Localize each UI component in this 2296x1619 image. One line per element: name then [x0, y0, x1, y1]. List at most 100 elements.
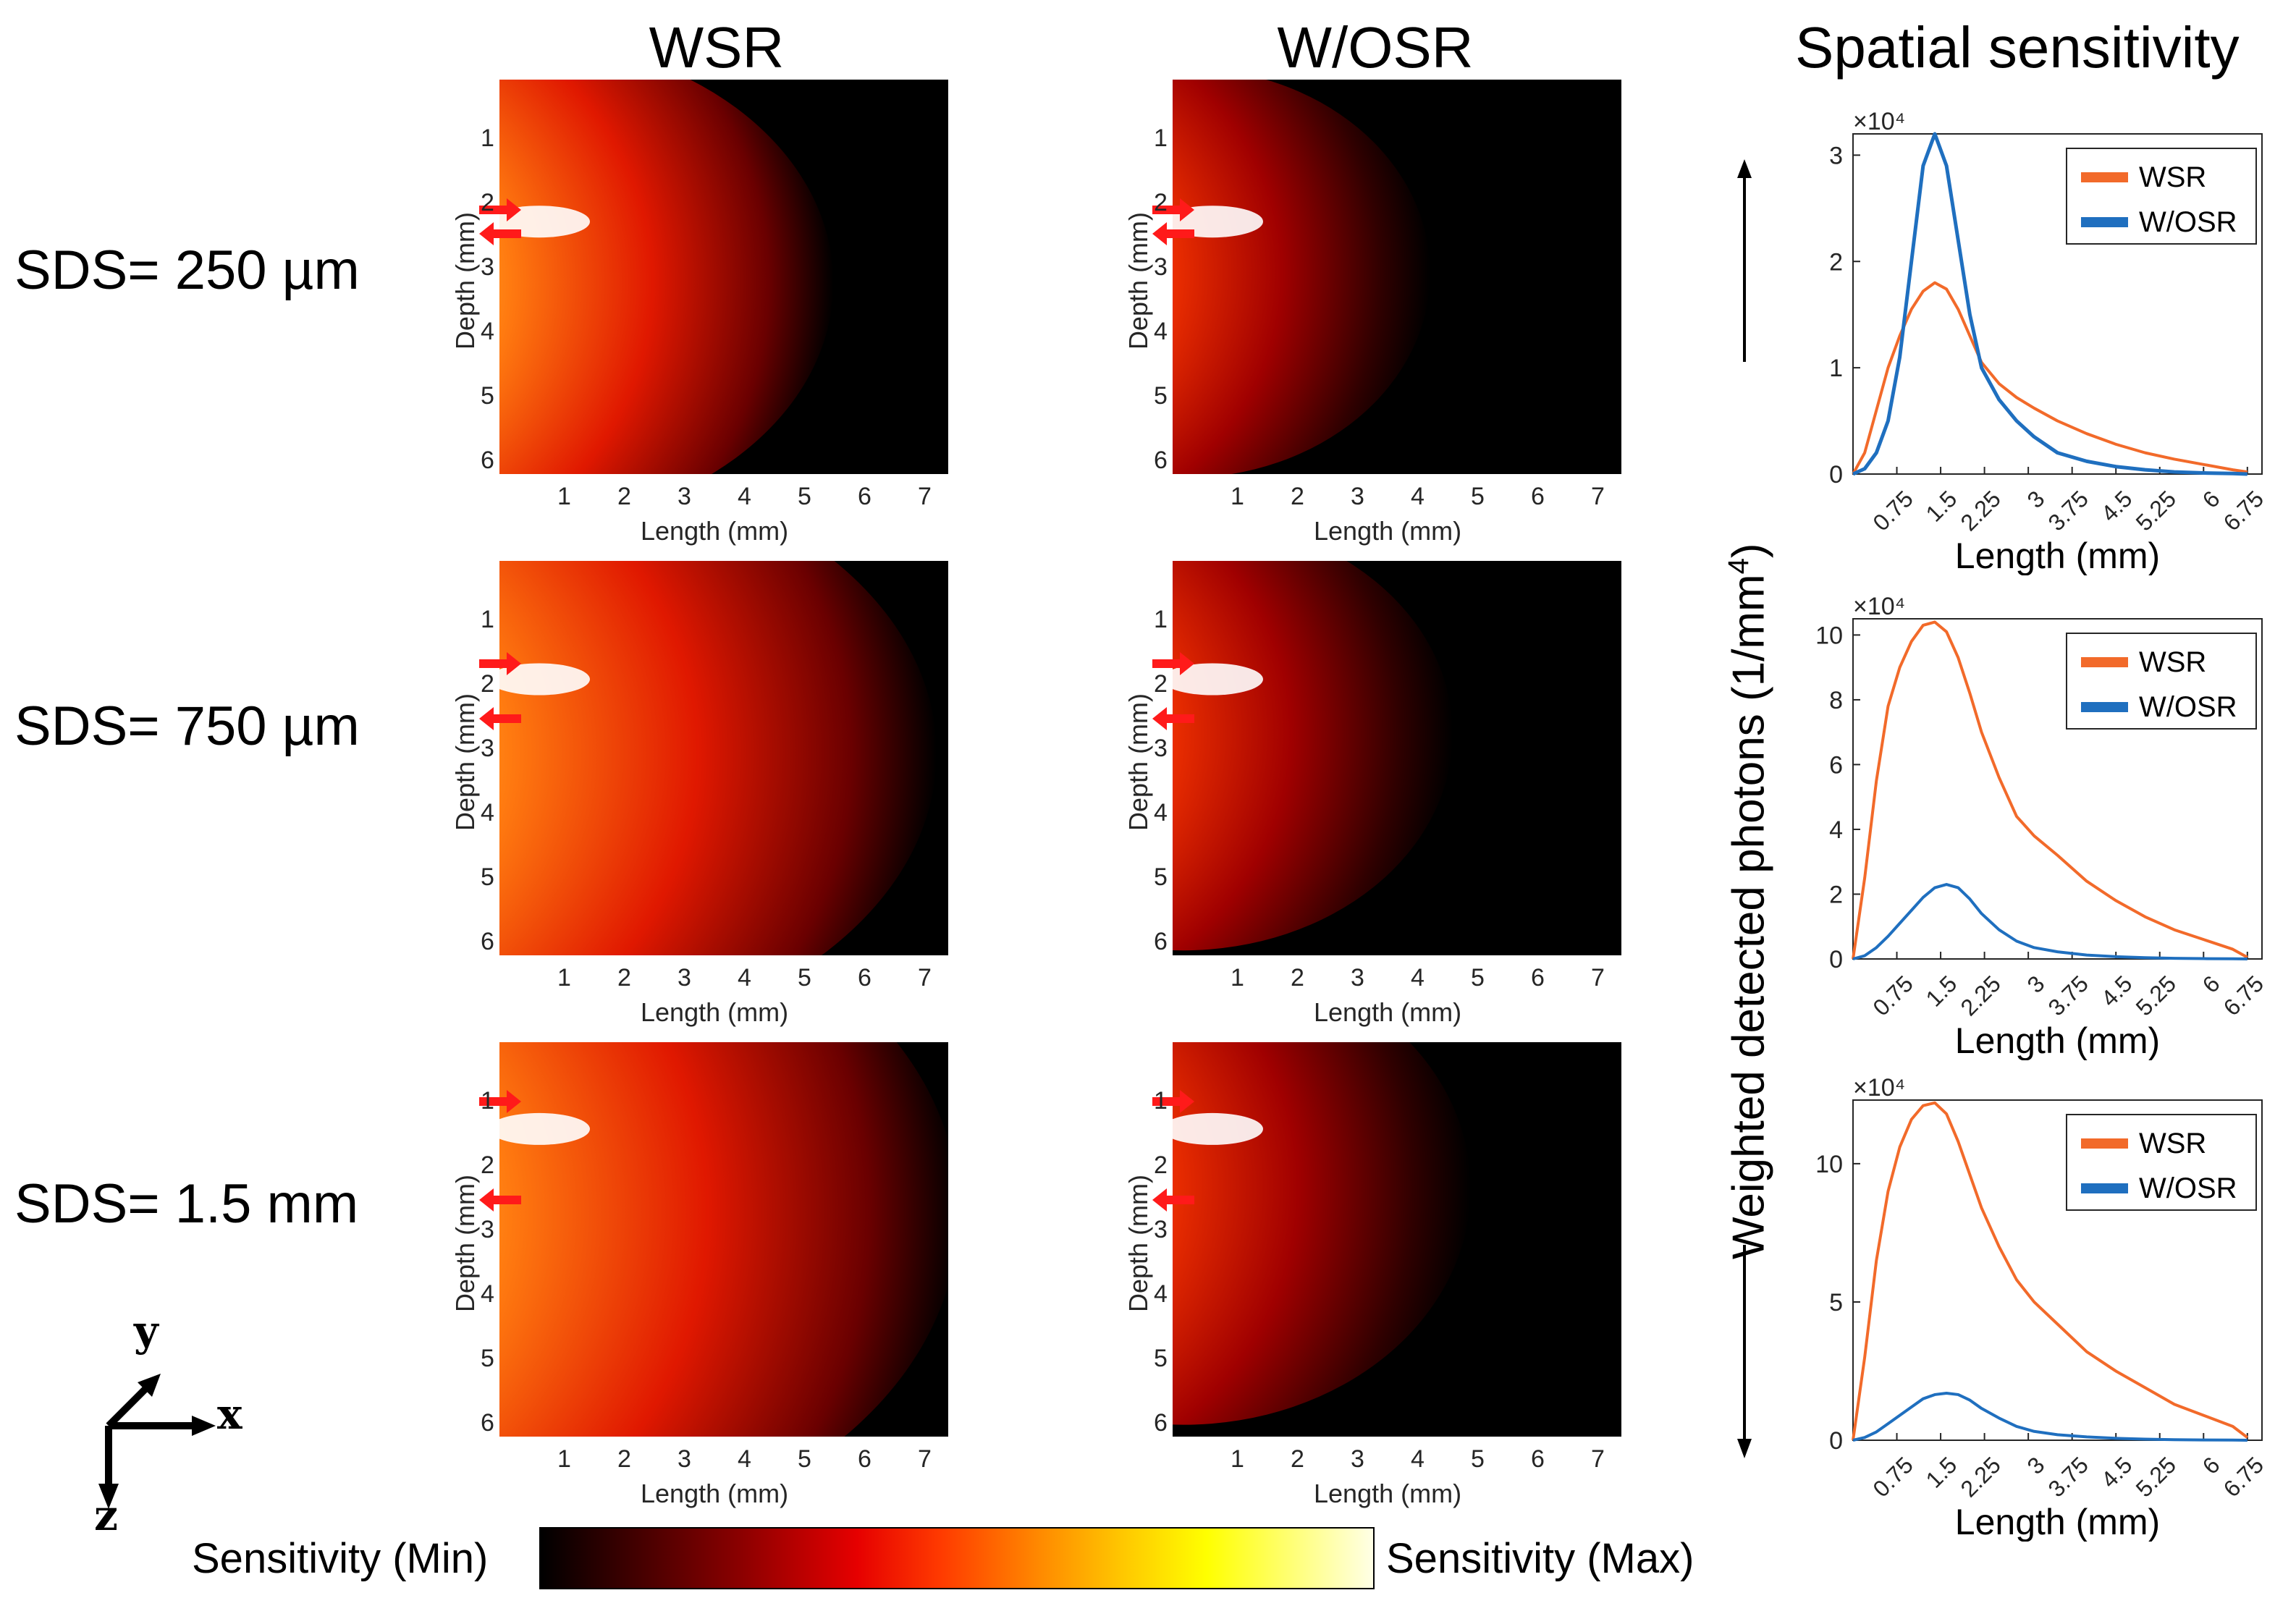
detector-arrow-marker	[1152, 707, 1194, 730]
x-tick-label: 2.25	[1955, 1452, 2005, 1502]
heatmap-y-tick: 4	[481, 318, 494, 345]
heatmap-x-tick: 1	[1231, 1445, 1244, 1473]
heatmap-y-tick: 3	[481, 1216, 494, 1243]
detector-arrow-marker	[1152, 221, 1194, 245]
heatmap-x-label: Length (mm)	[1314, 1479, 1462, 1508]
heatmap-y-tick: 6	[1154, 928, 1168, 955]
wosr-series-line	[1852, 132, 2248, 476]
y-tick-label: 4	[1829, 816, 1843, 844]
y-tick-label: 2	[1829, 248, 1843, 276]
detector-arrow-marker	[479, 707, 521, 730]
detector-arrow	[479, 707, 521, 730]
heatmap-y-tick: 6	[481, 928, 494, 955]
source-arrow-marker	[1152, 1089, 1194, 1113]
heatmap-y-tick: 6	[1154, 1409, 1168, 1437]
wsr-heatmap-panel-3: 1 2 3 4 5 6 7 1 2 3 4 5 6 Length (mm) Depth (mm)	[450, 1042, 1006, 1531]
heatmap-image	[499, 1042, 948, 1437]
heatmap-y-tick: 5	[481, 863, 494, 891]
plume-core	[499, 1112, 590, 1145]
x-tick-label: 1.5	[1921, 1452, 1962, 1493]
legend-label: WSR	[2139, 161, 2206, 193]
heatmap-x-tick: 2	[1291, 1445, 1304, 1473]
heatmap-y-label: Depth (mm)	[1123, 693, 1153, 831]
wsr-heatmap-panel-1: 1 2 3 4 5 6 7 1 2 3 4 5 6 Length (mm) Depth (mm)	[450, 80, 1006, 568]
x-axis-label: Length (mm)	[1955, 1020, 2160, 1060]
sensitivity-plume	[1173, 1042, 1471, 1425]
axes-indicator	[98, 1374, 216, 1509]
x-axis-label: Length (mm)	[1955, 536, 2160, 575]
detector-arrow-marker	[479, 221, 521, 245]
heatmap-y-tick: 2	[481, 1151, 494, 1179]
heatmap-y-tick: 1	[1154, 124, 1168, 152]
plume-core	[499, 663, 590, 696]
heatmap-image	[499, 80, 948, 474]
sensitivity-plume	[1173, 80, 1430, 474]
y-tick-label: 10	[1815, 1151, 1843, 1178]
heatmap-x-tick: 2	[1291, 964, 1304, 992]
heatmap-x-tick: 4	[1411, 483, 1425, 510]
heatmap-y-label: Depth (mm)	[450, 693, 480, 831]
heatmap-y-tick: 4	[1154, 799, 1168, 827]
heatmap-image	[1173, 561, 1621, 955]
heatmap-x-tick: 7	[1591, 1445, 1605, 1473]
heatmap-x-tick: 5	[798, 483, 811, 510]
heatmap-y-tick: 4	[1154, 318, 1168, 345]
heatmap-x-tick: 4	[738, 483, 751, 510]
heatmap-x-tick: 6	[1531, 964, 1545, 992]
x-tick-label: 6.75	[2219, 1452, 2268, 1502]
x-tick-label: 0.75	[1867, 1452, 1917, 1502]
heatmap-x-label: Length (mm)	[1314, 997, 1462, 1027]
x-tick-label: 1.5	[1921, 971, 1962, 1012]
x-tick-label: 3.75	[2043, 971, 2093, 1020]
heatmap-x-tick: 7	[1591, 964, 1605, 992]
shared-y-axis-arrows	[1737, 159, 1752, 1458]
heatmap-x-tick: 5	[1471, 1445, 1485, 1473]
y-tick-label: 6	[1829, 751, 1843, 779]
heatmap-y-tick: 2	[481, 189, 494, 216]
heatmap-x-tick: 7	[918, 483, 932, 510]
sensitivity-plume	[1173, 561, 1453, 951]
heatmap-y-tick: 1	[1154, 606, 1168, 633]
heatmap-y-tick: 5	[481, 1345, 494, 1372]
detector-arrow-marker	[1152, 1188, 1194, 1212]
detector-arrow	[479, 221, 521, 245]
sensitivity-colorbar	[539, 1527, 1375, 1589]
axis-label-z: z	[94, 1491, 118, 1540]
y-tick-label: 10	[1815, 622, 1843, 649]
y-multiplier: ×10⁴	[1853, 597, 1905, 620]
heatmap-image	[1173, 80, 1621, 474]
heatmap-x-tick: 7	[918, 964, 932, 992]
heatmap-y-tick: 2	[1154, 1151, 1168, 1179]
heatmap-y-tick: 3	[1154, 1216, 1168, 1243]
x-tick-label: 6.75	[2219, 486, 2268, 536]
heatmap-x-tick: 3	[678, 1445, 691, 1473]
plume-core	[499, 206, 590, 238]
heatmap-x-tick: 1	[1231, 964, 1244, 992]
legend-label: WSR	[2139, 1128, 2206, 1159]
heatmap-x-tick: 4	[738, 964, 751, 992]
source-arrow-marker	[479, 198, 521, 221]
source-arrow	[479, 1089, 521, 1113]
plume-core	[1173, 1112, 1263, 1145]
heatmap-x-tick: 1	[557, 964, 571, 992]
detector-arrow	[1152, 707, 1194, 730]
heatmap-image	[499, 561, 948, 955]
y-tick-label: 0	[1829, 946, 1843, 973]
source-arrow	[1152, 198, 1194, 221]
heatmap-y-tick: 4	[1154, 1280, 1168, 1308]
x-tick-label: 0.75	[1867, 971, 1917, 1020]
heatmap-x-tick: 7	[1591, 483, 1605, 510]
heatmap-x-tick: 6	[1531, 1445, 1545, 1473]
heatmap-y-label: Depth (mm)	[1123, 211, 1153, 350]
heatmap-x-tick: 4	[738, 1445, 751, 1473]
y-multiplier: ×10⁴	[1853, 1078, 1905, 1102]
heatmap-x-tick: 5	[1471, 483, 1485, 510]
legend-box	[2066, 1114, 2257, 1211]
wsr-column-title: WSR	[649, 15, 785, 80]
heatmap-y-tick: 2	[1154, 670, 1168, 698]
x-tick-label: 6	[2198, 486, 2225, 513]
heatmap-y-tick: 3	[481, 735, 494, 762]
source-arrow	[479, 198, 521, 221]
legend-label: W/OSR	[2139, 206, 2237, 238]
